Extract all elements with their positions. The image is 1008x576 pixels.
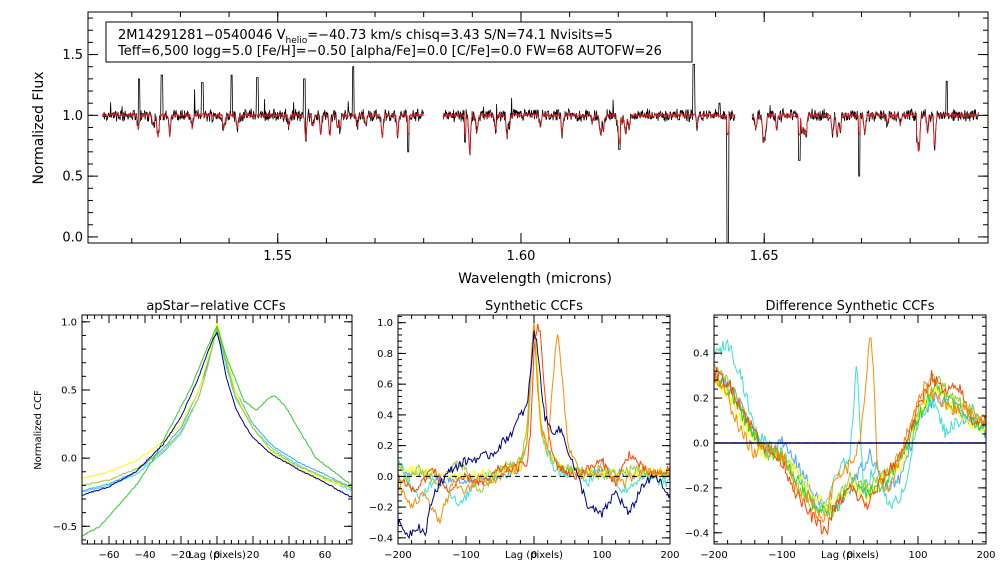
spectrum-observed-segment-2: [442, 63, 736, 243]
spectrum-y-axis-label: Normalized Flux: [31, 72, 47, 185]
apstar-ccf-y-axis-label: Normalized CCF: [33, 390, 44, 470]
spectrum-observed-segment-1: [102, 66, 425, 153]
apstar-ccf-x-tick-label: −20: [170, 550, 191, 561]
synthetic-ccf-ticks: −200 −100 0 100 200 −0.4 −0.2 0.0 0.2 0.4 0.6 0.8 1.…: [369, 315, 680, 561]
difference-ccf-y-tick-label: −0.4: [685, 528, 709, 539]
spectrum-y-tick-label: 1.5: [62, 48, 83, 63]
spectrum-info-box: [105, 21, 693, 63]
synthetic-ccf-x-axis-label: Lag (pixels): [505, 550, 563, 561]
difference-ccf-title: Difference Synthetic CCFs: [765, 299, 934, 314]
apstar-ccf-x-axis-label: Lag (pixels): [188, 550, 246, 561]
spectrum-x-tick-label: 1.55: [263, 249, 292, 264]
apstar-ccf-y-tick-label: 0.0: [61, 454, 77, 465]
difference-ccf-y-tick-label: −0.2: [685, 483, 709, 494]
synthetic-ccf-x-tick-label: 200: [660, 550, 679, 561]
spectrum-x-tick-label: 1.60: [506, 249, 535, 264]
synthetic-ccf-y-tick-label: 0.2: [377, 441, 393, 452]
spectrum-x-tick-label: 1.65: [750, 249, 779, 264]
difference-ccf-x-tick-label: −200: [700, 550, 727, 561]
spectrum-ticks: 1.55 1.60 1.65 0.0 0.5 1.0 1.5: [62, 12, 988, 264]
difference-ccf-y-tick-label: 0.4: [693, 349, 709, 360]
synthetic-ccf-series: [398, 321, 670, 540]
apstar-ccf-line-visit-4: [82, 326, 352, 489]
apstar-ccf-line-combined: [82, 331, 352, 498]
apstar-ccf-title: apStar−relative CCFs: [146, 299, 286, 314]
difference-ccf-x-axis-label: Lag (pixels): [821, 550, 879, 561]
difference-ccf-line-visit-7: [714, 337, 986, 523]
spectrum-plot-area: [102, 63, 979, 243]
difference-ccf-y-tick-label: 0.0: [693, 438, 709, 449]
apstar-ccf-y-tick-label: 0.5: [61, 385, 77, 396]
apstar-ccf-plot-area: [82, 321, 352, 537]
synthetic-ccf-y-tick-label: 0.0: [377, 472, 393, 483]
synthetic-ccf-x-tick-label: −100: [452, 550, 479, 561]
apstar-ccf-axes-frame: [81, 314, 353, 545]
difference-ccf-ticks: −200 −100 0 100 200 −0.4 −0.2 0.0 0.2 0.4: [685, 315, 996, 561]
synthetic-ccf-y-tick-label: 0.4: [377, 410, 393, 421]
difference-ccf-plot-area: [714, 337, 986, 536]
synthetic-ccf-x-tick-label: −200: [384, 550, 411, 561]
spectrum-panel: 1.55 1.60 1.65 0.0 0.5 1.0 1.5 2M14291281−0540…: [31, 11, 989, 287]
apstar-ccf-ticks: −60 −40 −20 0 20 40 60 −0.5 0.0 0.5 1.0: [53, 315, 352, 561]
synthetic-ccf-y-tick-label: 0.8: [377, 349, 393, 360]
synthetic-ccf-x-tick-label: 100: [592, 550, 611, 561]
difference-ccf-x-tick-label: 0: [847, 550, 853, 561]
synthetic-ccf-title: Synthetic CCFs: [485, 299, 583, 314]
difference-ccf-x-tick-label: −100: [768, 550, 795, 561]
apstar-ccf-panel: apStar−relative CCFs −60 −40 −20 0 20 40 60 −0.…: [33, 299, 353, 561]
spectrum-model-segment-3: [751, 111, 979, 152]
spectrum-y-tick-label: 0.5: [62, 170, 83, 185]
spectrum-model-segment-1: [102, 112, 425, 140]
apstar-ccf-series: [82, 321, 352, 537]
difference-ccf-series: [714, 337, 986, 536]
apstar-ccf-line-visit-1: [82, 328, 352, 492]
synthetic-ccf-panel: Synthetic CCFs −200 −100 0 100 200 −0.4 −0.2 0.…: [369, 299, 680, 561]
synthetic-ccf-y-tick-label: −0.4: [369, 533, 393, 544]
difference-ccf-line-visit-3: [714, 375, 986, 515]
synthetic-ccf-y-tick-label: −0.2: [369, 503, 393, 514]
difference-ccf-panel: Difference Synthetic CCFs −200 −100 0 100 20…: [685, 299, 996, 561]
apstar-ccf-x-tick-label: 60: [319, 550, 332, 561]
spectrum-x-axis-label: Wavelength (microns): [458, 271, 612, 287]
apstar-ccf-line-visit-5: [82, 325, 352, 537]
synthetic-ccf-line-visit-5: [398, 323, 670, 494]
synthetic-ccf-y-tick-label: 1.0: [377, 318, 393, 329]
synthetic-ccf-y-tick-label: 0.6: [377, 380, 393, 391]
apstar-ccf-line-visit-3: [82, 321, 352, 489]
spectrum-info-line2: Teff=6,500 logg=5.0 [Fe/H]=−0.50 [alpha/…: [117, 44, 662, 59]
synthetic-ccf-line-combined: [398, 330, 670, 540]
spectrum-info-line1: 2M14291281−0540046 Vhelio=−40.73 km/s ch…: [118, 28, 613, 46]
apstar-ccf-x-tick-label: 40: [283, 550, 296, 561]
apstar-ccf-x-tick-label: −60: [98, 550, 119, 561]
spectrum-y-tick-label: 0.0: [62, 230, 83, 245]
spectrum-y-tick-label: 1.0: [62, 109, 83, 124]
apstar-ccf-y-tick-label: 1.0: [61, 317, 77, 328]
apstar-ccf-x-tick-label: 0: [214, 550, 220, 561]
apstar-ccf-y-tick-label: −0.5: [53, 522, 77, 533]
difference-ccf-x-tick-label: 100: [908, 550, 927, 561]
synthetic-ccf-plot-area: [398, 321, 670, 540]
synthetic-ccf-x-tick-label: 0: [531, 550, 537, 561]
apstar-ccf-x-tick-label: −40: [134, 550, 155, 561]
difference-ccf-y-tick-label: 0.2: [693, 394, 709, 405]
spectrum-model-segment-2: [442, 111, 736, 154]
apstar-ccf-x-tick-label: 20: [247, 550, 260, 561]
difference-ccf-line-visit-2: [714, 339, 986, 514]
difference-ccf-x-tick-label: 200: [976, 550, 995, 561]
spectrum-series: [102, 63, 979, 243]
